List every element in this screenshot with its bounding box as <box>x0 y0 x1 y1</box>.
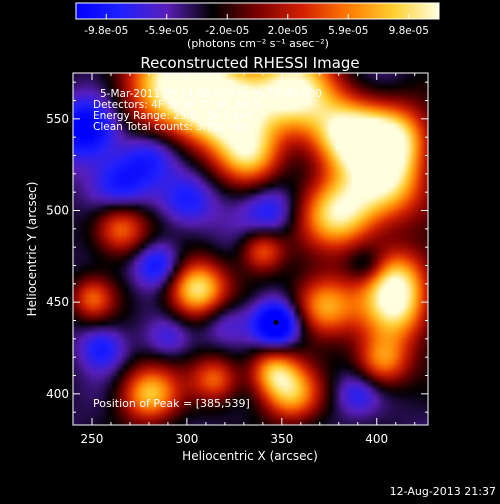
x-tick-label: 300 <box>175 432 198 446</box>
colorbar-tick-label: 2.0e-05 <box>268 25 308 37</box>
x-tick-label: 250 <box>81 432 104 446</box>
info-line: Clean Total counts: 3.70E+03 <box>93 121 248 133</box>
colorbar-tick-label: -5.9e-05 <box>145 25 189 37</box>
colorbar-tick-label: 5.9e-05 <box>328 25 368 37</box>
plot-frame <box>72 72 429 426</box>
y-tick-label: 500 <box>46 204 69 218</box>
chart-title: Reconstructed RHESSI Image <box>140 54 359 72</box>
colorbar-ticks: -9.8e-05 -5.9e-05 -2.0e-05 2.0e-05 5.9e-05 9.… <box>84 14 429 37</box>
timestamp: 12-Aug-2013 21:37 <box>389 485 496 498</box>
plot-area: 5-Mar-2011 05:14:08.000 to 05:17:40.000D… <box>72 72 429 426</box>
colorbar-strip <box>75 2 440 20</box>
colorbar-tick-label: -9.8e-05 <box>84 25 128 37</box>
colorbar-units-label: (photons cm⁻² s⁻¹ asec⁻²) <box>187 37 329 50</box>
peak-marker-dot <box>273 319 279 325</box>
y-axis-label: Heliocentric Y (arcsec) <box>25 182 39 317</box>
peak-marker <box>273 319 279 325</box>
heatmap-image <box>73 73 428 425</box>
y-tick-label: 550 <box>46 112 69 126</box>
peak-position-label: Position of Peak = [385,539] <box>93 397 250 410</box>
info-line: Energy Range: 25.0 - 50.0 keV <box>93 110 254 122</box>
x-axis: 250 300 350 400 <box>72 73 416 446</box>
colorbar: -9.8e-05 -5.9e-05 -2.0e-05 2.0e-05 5.9e-05 9.… <box>75 2 440 50</box>
colorbar-tick-label: -2.0e-05 <box>205 25 249 37</box>
x-tick-label: 400 <box>365 432 388 446</box>
x-tick-label: 350 <box>270 432 293 446</box>
info-box: 5-Mar-2011 05:14:08.000 to 05:17:40.000D… <box>93 88 322 133</box>
y-axis: 400 450 500 550 <box>46 81 428 413</box>
info-line: 5-Mar-2011 05:14:08.000 to 05:17:40.000 <box>100 88 322 100</box>
colorbar-tick-label: 9.8e-05 <box>389 25 429 37</box>
y-tick-label: 450 <box>46 295 69 309</box>
info-line: Detectors: 4F 5F 6F 7F 8F, Att 0 <box>93 99 260 111</box>
x-axis-label: Heliocentric X (arcsec) <box>182 449 318 463</box>
y-tick-label: 400 <box>46 387 69 401</box>
